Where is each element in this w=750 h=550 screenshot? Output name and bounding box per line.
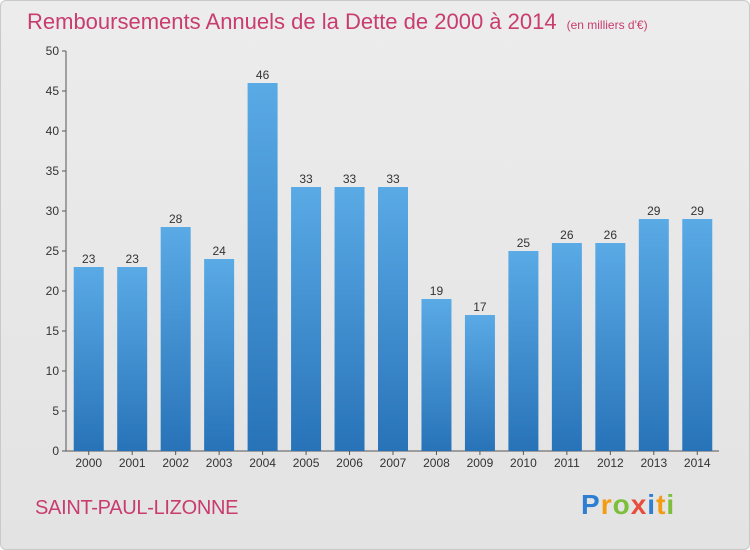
commune-name: SAINT-PAUL-LIZONNE xyxy=(35,497,239,519)
bar xyxy=(421,299,452,451)
bar xyxy=(117,267,148,451)
chart-title: Remboursements Annuels de la Dette de 20… xyxy=(27,9,648,35)
x-tick-label: 2002 xyxy=(162,456,189,470)
y-tick-label: 15 xyxy=(46,324,60,338)
y-tick-label: 25 xyxy=(46,244,60,258)
chart-title-text: Remboursements Annuels de la Dette de 20… xyxy=(27,9,557,34)
bar xyxy=(378,187,408,451)
brand-letter: P xyxy=(581,489,601,520)
bar xyxy=(464,315,495,451)
bar-value-label: 24 xyxy=(212,244,226,258)
y-tick-label: 5 xyxy=(52,404,59,418)
y-tick-label: 20 xyxy=(46,284,60,298)
bar xyxy=(334,187,365,451)
bars xyxy=(73,83,713,451)
bar-value-label: 25 xyxy=(517,236,531,250)
bar xyxy=(551,243,582,451)
unit-note: (en milliers d'€) xyxy=(566,18,648,32)
bar xyxy=(291,187,322,451)
x-tick-label: 2013 xyxy=(640,456,667,470)
bar xyxy=(638,219,669,451)
bar xyxy=(160,227,191,451)
x-tick-label: 2011 xyxy=(554,456,580,470)
y-tick-label: 50 xyxy=(46,44,60,58)
brand-letter: r xyxy=(600,489,613,520)
bar-value-label: 33 xyxy=(343,172,357,186)
bar xyxy=(204,259,235,451)
bar-value-label: 23 xyxy=(126,252,140,266)
bar-value-label: 29 xyxy=(647,204,661,218)
brand-letter: i xyxy=(666,489,676,520)
brand-letter: t xyxy=(656,489,667,520)
bar-value-label: 23 xyxy=(82,252,96,266)
x-tick-label: 2008 xyxy=(423,456,450,470)
x-tick-label: 2005 xyxy=(293,456,320,470)
x-tick-label: 2007 xyxy=(380,456,407,470)
x-tick-label: 2003 xyxy=(206,456,233,470)
x-tick-label: 2006 xyxy=(336,456,363,470)
bar-value-label: 29 xyxy=(691,204,705,218)
x-tick-label: 2001 xyxy=(119,456,146,470)
brand-letter: x xyxy=(630,489,648,520)
bar xyxy=(73,267,104,451)
brand-letter: i xyxy=(647,489,657,520)
brand-letter: o xyxy=(612,489,631,520)
bar xyxy=(508,251,539,451)
x-tick-label: 2009 xyxy=(467,456,494,470)
x-tick-label: 2000 xyxy=(75,456,102,470)
bar-value-label: 17 xyxy=(473,300,487,314)
y-tick-label: 10 xyxy=(46,364,60,378)
y-tick-label: 40 xyxy=(46,124,60,138)
x-tick-label: 2004 xyxy=(249,456,276,470)
brand-logo: Proxiti xyxy=(581,489,675,521)
x-tick-label: 2014 xyxy=(684,456,711,470)
bar-value-label: 46 xyxy=(256,68,270,82)
x-tick-label: 2012 xyxy=(597,456,624,470)
bar-value-label: 33 xyxy=(299,172,313,186)
bar xyxy=(682,219,713,451)
bar-value-label: 33 xyxy=(386,172,400,186)
axes: 0 5 10 15 20 25 30 35 40 45 50 2000 2001 2002 2003 2004… xyxy=(46,44,719,470)
bar-value-label: 28 xyxy=(169,212,183,226)
bar-value-label: 26 xyxy=(560,228,574,242)
bar-value-label: 26 xyxy=(604,228,618,242)
y-tick-label: 30 xyxy=(46,204,60,218)
bar xyxy=(247,83,278,451)
bar xyxy=(595,243,626,451)
data-labels: 23 23 28 24 46 33 33 33 19 17 25 26 26 29 29 xyxy=(82,68,704,314)
y-tick-label: 35 xyxy=(46,164,60,178)
bar-value-label: 19 xyxy=(430,284,444,298)
y-tick-label: 45 xyxy=(46,84,60,98)
x-tick-label: 2010 xyxy=(510,456,537,470)
y-tick-label: 0 xyxy=(52,444,59,458)
